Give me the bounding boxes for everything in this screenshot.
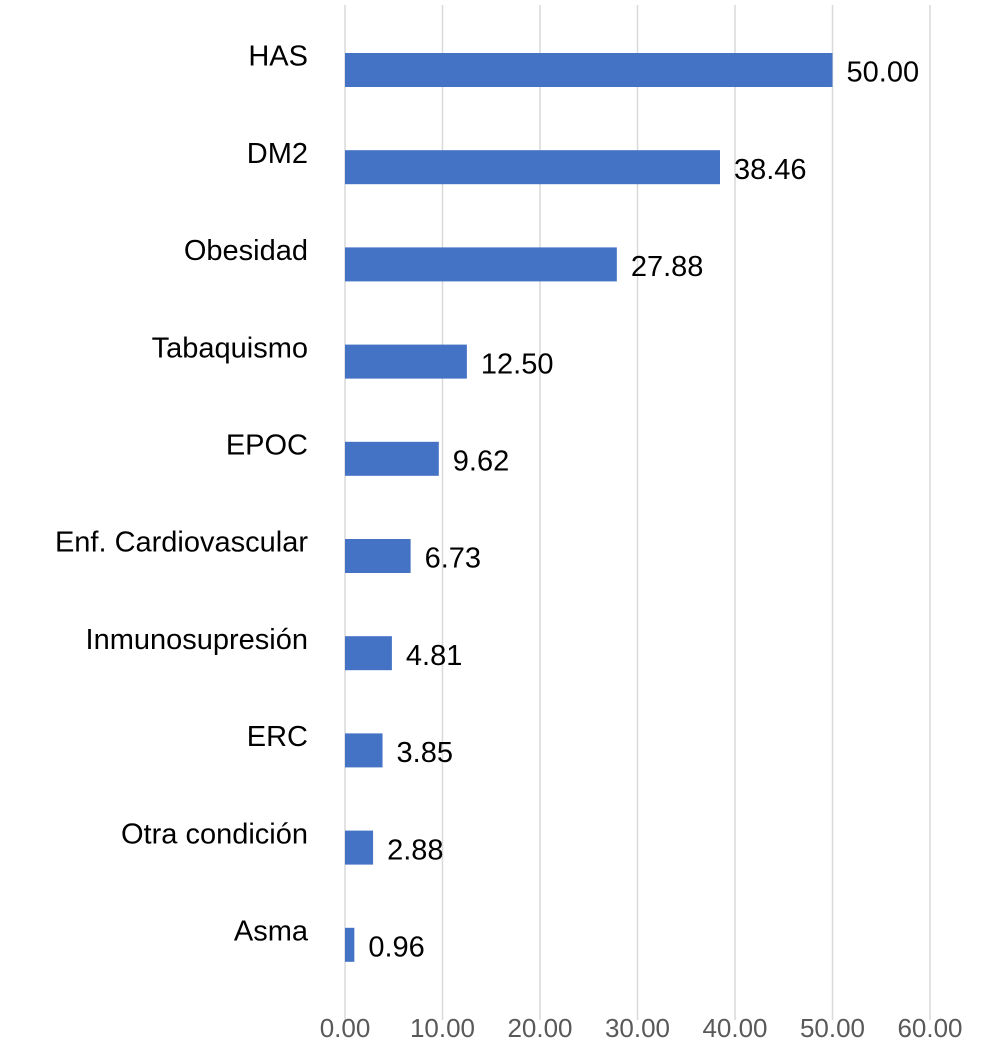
x-tick-label: 60.00 bbox=[897, 1013, 962, 1043]
x-tick-label: 50.00 bbox=[800, 1013, 865, 1043]
x-tick-label: 30.00 bbox=[605, 1013, 670, 1043]
x-tick-label: 20.00 bbox=[507, 1013, 572, 1043]
data-label: 2.88 bbox=[387, 834, 443, 866]
bar bbox=[345, 830, 374, 865]
data-label: 3.85 bbox=[397, 737, 453, 769]
data-label: 0.96 bbox=[368, 931, 424, 963]
x-tick-label: 40.00 bbox=[702, 1013, 767, 1043]
data-label: 9.62 bbox=[453, 445, 509, 477]
y-tick-label: DM2 bbox=[247, 138, 308, 170]
y-tick-label: Inmunosupresión bbox=[86, 624, 308, 656]
y-tick-label: Asma bbox=[234, 915, 309, 947]
bar bbox=[345, 344, 467, 379]
data-label: 6.73 bbox=[425, 543, 481, 575]
bar bbox=[345, 539, 411, 573]
bar bbox=[345, 927, 355, 962]
bar bbox=[345, 733, 383, 768]
y-tick-label: EPOC bbox=[226, 429, 308, 461]
y-tick-label: Otra condición bbox=[121, 818, 308, 850]
x-tick-label: 0.00 bbox=[320, 1013, 371, 1043]
x-tick-label: 10.00 bbox=[410, 1013, 475, 1043]
data-label: 4.81 bbox=[406, 640, 462, 672]
y-tick-label: Obesidad bbox=[184, 235, 308, 267]
y-tick-label: Enf. Cardiovascular bbox=[55, 527, 308, 559]
data-label: 12.50 bbox=[481, 348, 554, 380]
bar bbox=[345, 636, 392, 671]
data-label: 50.00 bbox=[847, 57, 920, 89]
bar bbox=[345, 441, 439, 476]
data-label: 27.88 bbox=[631, 251, 704, 283]
data-label: 38.46 bbox=[734, 154, 807, 186]
bar bbox=[345, 53, 833, 87]
bar bbox=[345, 247, 617, 282]
y-tick-label: ERC bbox=[247, 721, 308, 753]
bar bbox=[345, 150, 720, 185]
y-tick-label: Tabaquismo bbox=[152, 332, 308, 364]
y-tick-label: HAS bbox=[248, 41, 308, 73]
